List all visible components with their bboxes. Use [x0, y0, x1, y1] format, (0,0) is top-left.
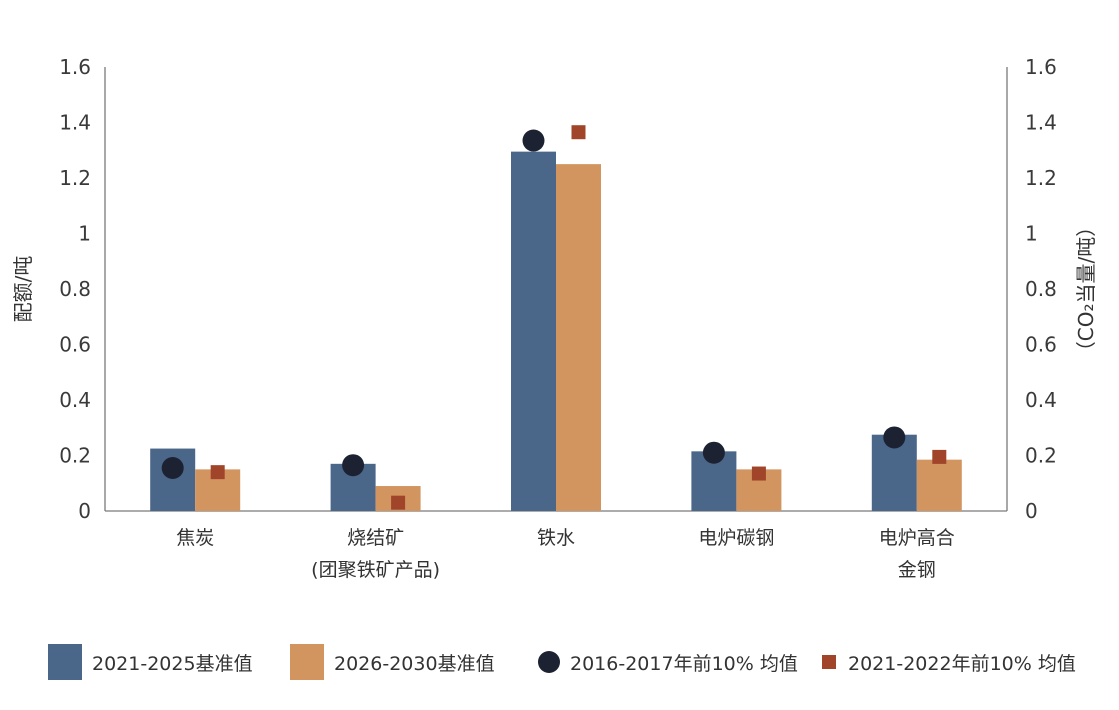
point-series-4 [932, 449, 947, 464]
legend-item-series-1: 2021-2025基准值 [48, 640, 253, 684]
legend-item-series-3: 2016-2017年前10% 均值 [536, 640, 798, 684]
y-tick-label-left: 1.6 [59, 55, 91, 79]
chart-marks [150, 125, 962, 511]
y-tick-label-left: 0 [78, 499, 91, 523]
x-category-label: 金钢 [898, 559, 936, 581]
legend-label-series-4: 2021-2022年前10% 均值 [848, 652, 1076, 675]
chart-labels: 0 0 0.2 0.2 0.4 0.4 0.6 0.6 0.8 0.8 1 1 1.2 1.2 1.4 1.4… [11, 55, 1098, 581]
x-category-label: 焦炭 [176, 527, 214, 549]
x-category-label: 铁水 [537, 527, 575, 549]
y-tick-label-left: 0.2 [59, 444, 91, 468]
point-series-4 [571, 125, 586, 140]
y-tick-label-right: 1.6 [1025, 55, 1057, 79]
legend-item-series-4: 2021-2022年前10% 均值 [818, 640, 1076, 684]
x-category-label: 烧结矿 [347, 527, 404, 549]
point-series-3 [161, 456, 184, 479]
y-axis-title-left: 配额/吨 [11, 256, 35, 323]
legend-item-series-2: 2026-2030基准值 [290, 640, 495, 684]
point-series-3 [702, 441, 725, 464]
y-axis-title-right: （CO₂当量/吨） [1074, 217, 1098, 361]
y-tick-label-right: 1.4 [1025, 111, 1057, 135]
y-tick-label-left: 1.2 [59, 166, 91, 190]
legend-marker-series-3 [538, 651, 560, 673]
y-tick-label-left: 0.4 [59, 388, 91, 412]
y-tick-label-left: 1 [78, 222, 91, 246]
y-tick-label-right: 0.6 [1025, 333, 1057, 357]
chart: 0 0 0.2 0.2 0.4 0.4 0.6 0.6 0.8 0.8 1 1 1.2 1.2 1.4 1.4… [11, 55, 1098, 581]
point-series-4 [210, 465, 225, 480]
y-tick-label-left: 1.4 [59, 111, 91, 135]
point-series-3 [522, 129, 545, 152]
y-tick-label-right: 0.8 [1025, 277, 1057, 301]
bar-series-2 [916, 459, 962, 511]
bar-series-1 [511, 151, 556, 511]
x-category-label: 电炉碳钢 [698, 527, 774, 549]
point-series-3 [342, 454, 365, 477]
legend-label-series-2: 2026-2030基准值 [334, 652, 495, 675]
point-series-3 [883, 426, 906, 449]
legend: 2021-2025基准值 2026-2030基准值 2016-2017年前10%… [48, 640, 1108, 684]
x-category-label: 电炉高合 [879, 527, 955, 549]
legend-swatch-series-2 [290, 644, 324, 680]
legend-label-series-3: 2016-2017年前10% 均值 [570, 652, 798, 675]
y-tick-label-left: 0.8 [59, 277, 91, 301]
bar-series-2 [556, 164, 601, 511]
point-series-4 [391, 495, 406, 510]
y-tick-label-left: 0.6 [59, 333, 91, 357]
y-tick-label-right: 1 [1025, 222, 1038, 246]
y-tick-label-right: 0.4 [1025, 388, 1057, 412]
y-tick-label-right: 0 [1025, 499, 1038, 523]
point-series-4 [751, 466, 766, 481]
legend-label-series-1: 2021-2025基准值 [92, 652, 253, 675]
y-tick-label-right: 1.2 [1025, 166, 1057, 190]
x-category-label: (团聚铁矿产品) [311, 559, 440, 581]
y-tick-label-right: 0.2 [1025, 444, 1057, 468]
legend-swatch-series-1 [48, 644, 82, 680]
legend-marker-series-4 [822, 655, 836, 669]
